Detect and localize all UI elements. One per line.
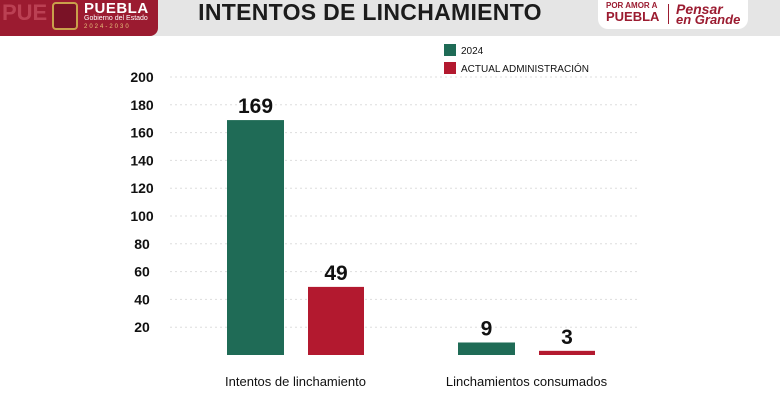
logo-right-line3: Pensar [676, 1, 723, 17]
page-title: INTENTOS DE LINCHAMIENTO [198, 0, 542, 25]
legend-label-1: ACTUAL ADMINISTRACIÓN [461, 62, 589, 75]
legend-label-0: 2024 [461, 46, 484, 57]
y-tick-label-1: 40 [134, 291, 150, 307]
y-tick-label-5: 120 [130, 180, 154, 196]
data-label-1-1: 3 [561, 326, 573, 349]
data-label-1-0: 9 [481, 317, 493, 340]
y-tick-label-4: 100 [130, 208, 154, 224]
puebla-government-logo: PUE PUEBLA Gobierno del Estado 2024-2030 [0, 0, 158, 36]
por-amor-a-puebla-logo: POR AMOR A PUEBLA Pensar en Grande [598, 0, 748, 29]
legend-swatch-1 [444, 62, 456, 74]
y-tick-label-0: 20 [134, 319, 150, 335]
data-label-0-0: 169 [238, 95, 273, 118]
y-tick-label-6: 140 [130, 152, 154, 168]
y-tick-label-3: 80 [134, 236, 150, 252]
logo-right-line2: PUEBLA [606, 9, 660, 24]
data-label-0-1: 49 [324, 262, 347, 285]
logo-divider [668, 4, 669, 24]
bar-0-1 [308, 286, 364, 355]
x-category-label-1: Linchamientos consumados [446, 374, 608, 389]
logo-years: 2024-2030 [84, 24, 131, 30]
logo-right-line1: POR AMOR A [606, 1, 658, 10]
logo-side-text: PUE [2, 0, 48, 25]
logo-name: PUEBLA [84, 0, 149, 17]
legend-swatch-0 [444, 44, 456, 56]
y-tick-label-7: 160 [130, 125, 154, 141]
y-tick-label-8: 180 [130, 97, 154, 113]
y-tick-label-2: 60 [134, 264, 150, 280]
bar-1-0 [458, 342, 515, 355]
logo-subtitle: Gobierno del Estado [84, 15, 148, 22]
x-category-label-0: Intentos de linchamiento [225, 374, 366, 389]
bar-1-1 [539, 350, 595, 355]
state-seal-icon [52, 2, 78, 30]
bar-0-0 [227, 120, 284, 355]
logo-right-line4: en Grande [676, 12, 741, 27]
y-tick-label-9: 200 [130, 69, 154, 85]
